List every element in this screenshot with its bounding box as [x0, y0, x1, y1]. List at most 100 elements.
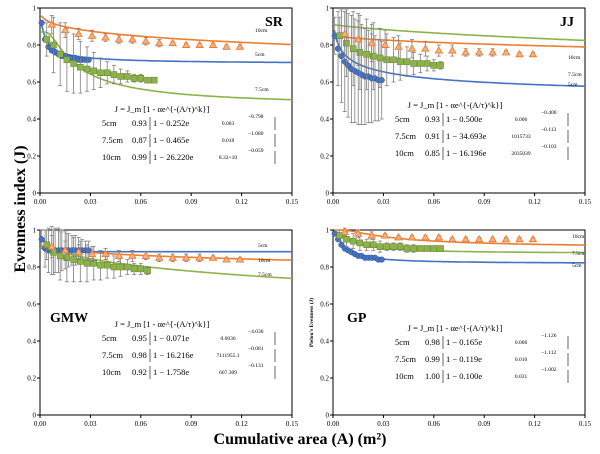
fit-alpha: 1 − 16.196e [446, 148, 487, 158]
fit-k: −0.081 [248, 346, 264, 352]
fit-tau: 0.006 [515, 117, 528, 123]
y-tick-label: 0.2 [320, 375, 329, 383]
curve-label: 5cm [572, 263, 582, 269]
curve-label: 7.5cm [255, 87, 269, 93]
fit-tau: 0.018 [222, 138, 235, 144]
data-point-10cm [501, 48, 511, 56]
fit-jm: 0.87 [132, 135, 147, 145]
fit-curve-7.5cm [334, 24, 586, 42]
curve-label: 5cm [258, 243, 268, 249]
model-equation: J = J_m [1 - αe^{-(A/τ)^k}] [115, 319, 210, 329]
fit-k: −1.112 [541, 350, 557, 356]
series-name: 7.5cm [102, 350, 123, 360]
data-point-7.5cm [70, 60, 77, 67]
data-point-10cm [353, 35, 363, 43]
data-point-10cm [222, 42, 231, 50]
y-tick-label: 0.8 [27, 264, 36, 272]
data-point-7.5cm [370, 52, 377, 60]
data-point-10cm [367, 38, 376, 47]
data-point-7.5cm [410, 245, 417, 252]
data-point-7.5cm [383, 243, 391, 250]
data-point-7.5cm [437, 245, 444, 252]
fit-alpha: 1 − 0.500e [446, 114, 482, 124]
data-point-10cm [114, 251, 124, 259]
data-point-10cm [447, 234, 457, 243]
data-point-10cm [128, 251, 137, 259]
data-point-7.5cm [390, 243, 397, 250]
data-point-7.5cm [437, 62, 444, 69]
data-point-7.5cm [423, 60, 431, 67]
y-tick-label: 0.2 [27, 153, 36, 161]
x-tick-label: 0.15 [579, 198, 592, 206]
data-point-10cm [154, 38, 164, 47]
fit-tau: 7111955.1 [217, 353, 240, 359]
fit-jm: 0.98 [425, 337, 440, 347]
x-tick-label: 0.15 [579, 420, 592, 428]
plot-frame [332, 7, 586, 194]
fit-alpha: 1 − 34.693e [446, 131, 487, 141]
panel-gp: 0.00 0.03 0.06 0.09 0.12 0.15 0 0.2 0.4 0.6 0.8 1 Pi… [308, 227, 592, 429]
figure-y-axis-label: Evenness index (J) [12, 145, 29, 273]
fit-k: −0.400 [541, 110, 557, 116]
fit-jm: 0.98 [132, 350, 147, 360]
fit-tau: 0.0036 [220, 336, 235, 342]
data-point-7.5cm [130, 265, 138, 273]
data-point-10cm [434, 233, 444, 241]
x-tick-label: 0.12 [235, 420, 248, 428]
data-point-10cm [407, 44, 417, 52]
data-point-10cm [181, 40, 191, 48]
data-point-10cm [394, 233, 403, 241]
data-point-7.5cm [90, 67, 98, 75]
data-point-10cm [421, 233, 430, 241]
fit-tau: 0.031 [515, 374, 528, 380]
y-tick-label: 0.8 [27, 42, 36, 50]
y-tick-label: 0.6 [27, 79, 36, 87]
fit-curve-10cm [334, 229, 586, 246]
y-tick-label: 0.4 [27, 116, 36, 124]
model-equation: J = J_m [1 - αe^{-(A/τ)^k}] [408, 323, 503, 333]
fit-curve-10cm [40, 15, 293, 46]
fit-alpha: 1 − 0.119e [446, 354, 482, 364]
y-tick-label: 0 [326, 190, 330, 198]
data-point-10cm [195, 40, 204, 48]
data-point-7.5cm [356, 49, 364, 56]
data-point-7.5cm [349, 45, 357, 52]
curve-label: 7.5cm [572, 251, 586, 257]
data-point-10cm [168, 253, 178, 261]
data-point-7.5cm [110, 263, 118, 271]
x-tick-label: 0.00 [34, 420, 47, 428]
data-point-10cm [528, 49, 538, 58]
data-point-7.5cm [410, 60, 417, 67]
data-point-10cm [367, 231, 376, 239]
data-point-7.5cm [363, 241, 370, 249]
curve-label: 7.5cm [258, 272, 272, 278]
data-point-7.5cm [103, 261, 111, 269]
data-point-10cm [141, 36, 151, 45]
data-point-10cm [101, 249, 110, 257]
data-point-10cm [434, 46, 444, 54]
data-point-10cm [60, 245, 70, 254]
data-point-7.5cm [77, 258, 84, 265]
data-point-10cm [114, 35, 124, 43]
fit-tau: 1015733 [511, 134, 531, 140]
model-equation: J = J_m [1 - αe^{-(A/τ)^k}] [115, 104, 210, 114]
fit-curve-5cm [333, 29, 585, 87]
data-point-10cm [60, 25, 70, 34]
fit-k: −1.002 [541, 367, 557, 373]
panel-jj: 0.00 0.03 0.06 0.09 0.12 0.15 0 0.2 0.4 0.6 0.8 1 10… [320, 5, 591, 207]
curve-label: 7.5cm [568, 72, 582, 78]
curve-label: 5cm [255, 52, 265, 58]
data-point-10cm [353, 229, 363, 237]
data-point-10cm [340, 29, 350, 37]
plot-frame [332, 229, 586, 416]
data-point-7.5cm [430, 62, 438, 69]
fit-tau: 8.32+10 [219, 155, 237, 161]
fit-tau: 0.010 [515, 357, 528, 363]
series-name: 5cm [102, 118, 117, 128]
fit-alpha: 1 − 1.758e [153, 367, 189, 377]
fit-curve-10cm [334, 35, 585, 48]
curve-label: 10cm [255, 28, 268, 34]
series-name: 10cm [395, 148, 414, 158]
series-name: 7.5cm [395, 131, 416, 141]
